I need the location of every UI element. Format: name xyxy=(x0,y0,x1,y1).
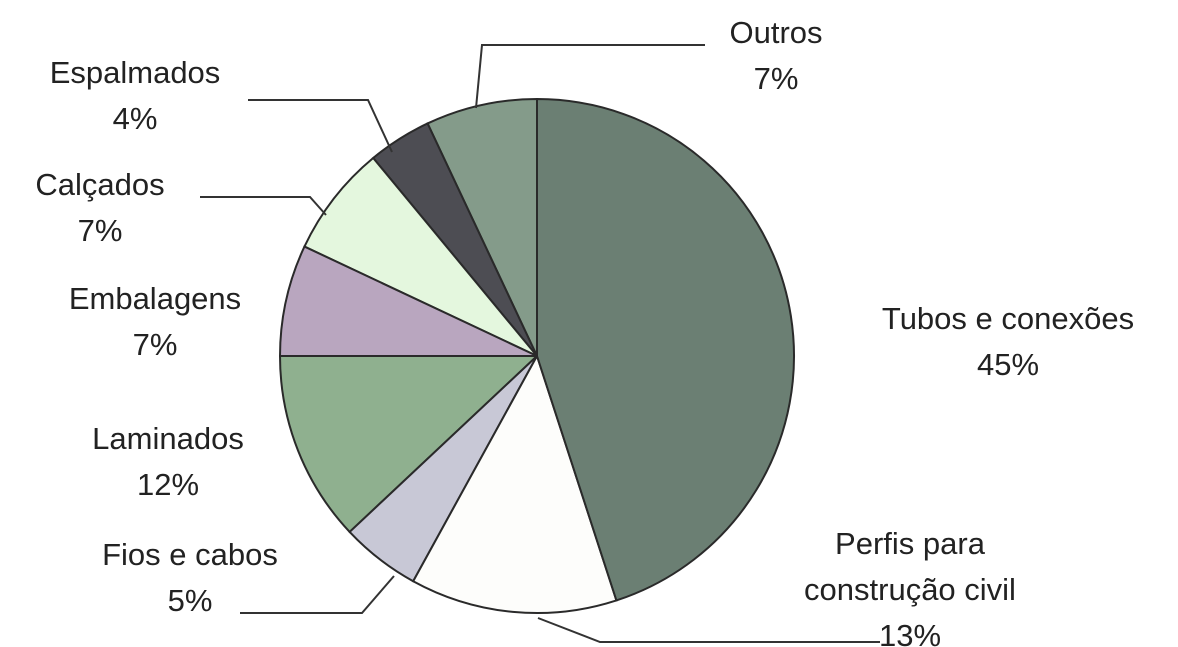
leader-line xyxy=(240,575,395,614)
pie-slice xyxy=(426,97,538,357)
leader-line xyxy=(475,44,705,109)
leader-lines xyxy=(200,44,880,643)
category-label: Calçados xyxy=(35,167,165,202)
category-label: Perfis para construção civil xyxy=(804,526,1016,607)
pie-slice xyxy=(303,156,538,357)
category-label: Laminados xyxy=(92,421,244,456)
slice-label: Laminados 12% xyxy=(18,416,318,508)
slice-label: Calçados 7% xyxy=(0,162,230,254)
pie-slice xyxy=(411,353,618,614)
category-label: Espalmados xyxy=(49,55,221,90)
leader-line xyxy=(200,196,327,216)
pie-slice xyxy=(278,245,538,357)
slice-label: Perfis para construção civil 13% xyxy=(770,521,1050,647)
category-label: Fios e cabos xyxy=(102,537,278,572)
value-label: 4% xyxy=(112,101,158,136)
slice-label: Outros 7% xyxy=(646,10,906,102)
category-label: Outros xyxy=(729,15,823,50)
leader-line xyxy=(248,99,393,153)
value-label: 7% xyxy=(753,61,799,96)
value-label: 12% xyxy=(136,467,200,502)
value-label: 5% xyxy=(167,583,213,618)
pie-slice xyxy=(536,97,795,602)
leader-line xyxy=(537,617,880,643)
value-label: 7% xyxy=(132,327,178,362)
pie-slice xyxy=(278,355,540,534)
slice-label: Fios e cabos 5% xyxy=(40,532,340,624)
slice-label: Tubos e conexões 45% xyxy=(828,296,1178,388)
slice-label: Espalmados 4% xyxy=(0,50,285,142)
value-label: 13% xyxy=(878,618,942,647)
category-label: Tubos e conexões xyxy=(881,301,1135,336)
value-label: 7% xyxy=(77,213,123,248)
value-label: 45% xyxy=(976,347,1040,382)
category-label: Embalagens xyxy=(68,281,242,316)
slice-label: Embalagens 7% xyxy=(5,276,305,368)
